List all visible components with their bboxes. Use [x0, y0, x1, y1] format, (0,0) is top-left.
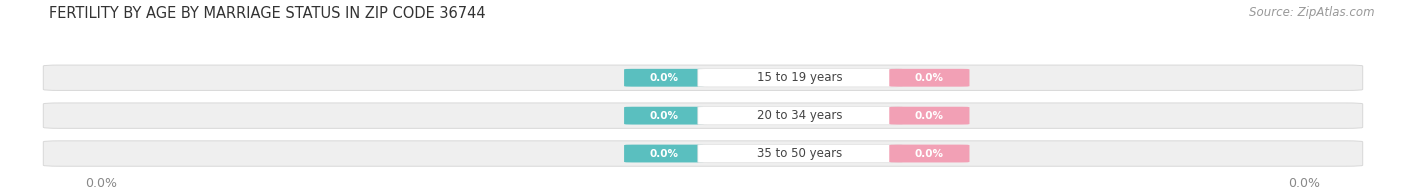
FancyBboxPatch shape	[624, 107, 704, 124]
FancyBboxPatch shape	[697, 144, 903, 163]
FancyBboxPatch shape	[697, 106, 903, 125]
Text: 0.0%: 0.0%	[915, 111, 943, 121]
Text: 35 to 50 years: 35 to 50 years	[758, 147, 842, 160]
FancyBboxPatch shape	[889, 69, 970, 87]
FancyBboxPatch shape	[697, 69, 903, 87]
Text: FERTILITY BY AGE BY MARRIAGE STATUS IN ZIP CODE 36744: FERTILITY BY AGE BY MARRIAGE STATUS IN Z…	[49, 6, 486, 21]
Text: 0.0%: 0.0%	[650, 73, 679, 83]
Text: 20 to 34 years: 20 to 34 years	[758, 109, 842, 122]
FancyBboxPatch shape	[624, 69, 704, 87]
Text: 0.0%: 0.0%	[915, 73, 943, 83]
FancyBboxPatch shape	[889, 145, 970, 162]
Text: 0.0%: 0.0%	[650, 149, 679, 159]
FancyBboxPatch shape	[44, 141, 1362, 166]
Text: Source: ZipAtlas.com: Source: ZipAtlas.com	[1250, 6, 1375, 19]
FancyBboxPatch shape	[889, 107, 970, 124]
FancyBboxPatch shape	[44, 103, 1362, 128]
FancyBboxPatch shape	[624, 145, 704, 162]
Text: 0.0%: 0.0%	[650, 111, 679, 121]
FancyBboxPatch shape	[44, 65, 1362, 90]
Text: 0.0%: 0.0%	[915, 149, 943, 159]
Text: 15 to 19 years: 15 to 19 years	[758, 71, 842, 84]
